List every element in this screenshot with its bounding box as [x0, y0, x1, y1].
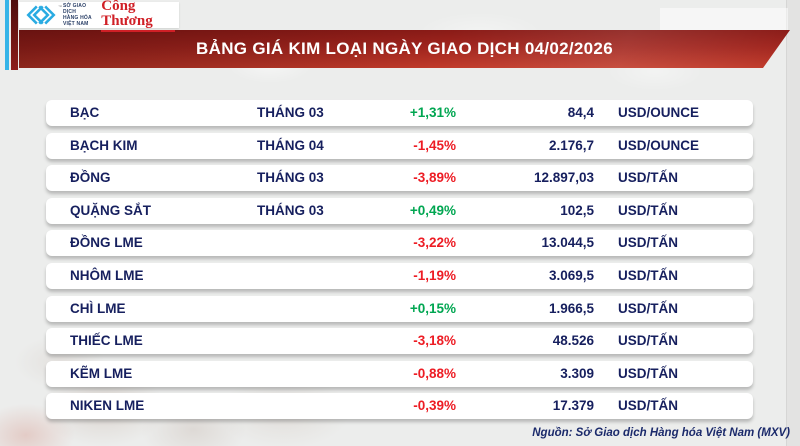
price-value: 48.526	[552, 333, 594, 349]
price-value: 17.379	[552, 398, 594, 414]
price-unit: USD/TẤN	[618, 202, 678, 218]
price-value: 2.176,7	[548, 137, 594, 153]
price-value: 12.897,03	[533, 170, 594, 186]
change-percent: +0,49%	[409, 202, 456, 218]
metal-name: KẼM LME	[70, 365, 133, 381]
mxv-logo-icon	[24, 4, 58, 26]
change-percent: -0,39%	[413, 398, 456, 414]
metal-name: BẠC	[70, 105, 100, 120]
table-row: KẼM LME -0,88% 3.309 USD/TẤN	[46, 360, 753, 387]
mxv-name-line1: SỞ GIAO DỊCH	[63, 2, 87, 15]
metal-name: CHÌ LME	[70, 300, 126, 316]
change-percent: +0,15%	[409, 300, 456, 316]
price-unit: USD/TẤN	[618, 235, 678, 251]
price-unit: USD/TẤN	[618, 267, 678, 283]
table-row: ĐỒNG THÁNG 03 -3,89% 12.897,03 USD/TẤN	[46, 165, 753, 192]
table-row: ĐỒNG LME -3,22% 13.044,5 USD/TẤN	[46, 230, 753, 257]
mxv-logo-text: SỞ GIAO DỊCH HÀNG HÓA VIỆT NAM	[63, 3, 94, 28]
metal-name: QUẶNG SẮT	[70, 202, 151, 218]
table-row: BẠC THÁNG 03 +1,31% 84,4 USD/OUNCE	[46, 100, 753, 126]
price-value: 13.044,5	[541, 235, 594, 251]
price-value: 3.069,5	[548, 267, 594, 283]
table-row: THIẾC LME -3,18% 48.526 USD/TẤN	[46, 328, 753, 355]
cong-thuong-tagline-bar	[101, 29, 175, 32]
price-unit: USD/OUNCE	[618, 137, 700, 153]
mxv-name-line2: HÀNG HÓA	[63, 15, 92, 21]
change-percent: -3,18%	[413, 333, 456, 349]
price-value: 102,5	[560, 202, 594, 218]
page-title: BẢNG GIÁ KIM LOẠI NGÀY GIAO DỊCH 04/02/2…	[196, 39, 613, 58]
contract-month: THÁNG 03	[257, 105, 324, 120]
metal-name: BẠCH KIM	[70, 137, 138, 153]
background-watermark-block	[660, 8, 788, 30]
contract-month: THÁNG 04	[257, 137, 324, 153]
left-cyan-stripe	[5, 0, 9, 70]
title-banner: BẢNG GIÁ KIM LOẠI NGÀY GIAO DỊCH 04/02/2…	[19, 30, 790, 68]
price-unit: USD/TẤN	[618, 300, 678, 316]
change-percent: -3,89%	[413, 170, 456, 186]
mxv-name-line3: VIỆT NAM	[63, 21, 89, 28]
price-unit: USD/OUNCE	[618, 105, 700, 120]
cong-thuong-logo: Công Thương	[101, 0, 175, 32]
change-percent: -1,45%	[413, 137, 456, 153]
change-percent: -3,22%	[413, 235, 456, 251]
source-note: Nguồn: Sở Giao dịch Hàng hóa Việt Nam (M…	[532, 427, 790, 439]
contract-month: THÁNG 03	[257, 170, 324, 186]
left-maroon-stripe	[11, 0, 18, 70]
metal-name: ĐỒNG	[70, 170, 111, 186]
price-unit: USD/TẤN	[618, 170, 678, 186]
table-row: NIKEN LME -0,39% 17.379 USD/TẤN	[46, 393, 753, 420]
change-percent: -0,88%	[413, 365, 456, 381]
cong-thuong-logo-text: Công Thương	[101, 0, 153, 29]
metal-name: NHÔM LME	[70, 267, 144, 283]
table-row: QUẶNG SẮT THÁNG 03 +0,49% 102,5 USD/TẤN	[46, 197, 753, 224]
price-table: BẠC THÁNG 03 +1,31% 84,4 USD/OUNCE BẠCH …	[46, 100, 753, 426]
metal-name: ĐỒNG LME	[70, 235, 143, 251]
contract-month: THÁNG 03	[257, 202, 324, 218]
metal-name: THIẾC LME	[70, 333, 143, 349]
price-unit: USD/TẤN	[618, 398, 678, 414]
logo-card: ™ SỞ GIAO DỊCH HÀNG HÓA VIỆT NAM Công Th…	[19, 0, 179, 32]
price-value: 84,4	[567, 105, 594, 120]
table-row: BẠCH KIM THÁNG 04 -1,45% 2.176,7 USD/OUN…	[46, 132, 753, 159]
price-unit: USD/TẤN	[618, 365, 678, 381]
price-value: 3.309	[560, 365, 594, 381]
change-percent: -1,19%	[413, 267, 456, 283]
price-unit: USD/TẤN	[618, 333, 678, 349]
change-percent: +1,31%	[409, 105, 456, 120]
metal-name: NIKEN LME	[70, 398, 145, 414]
table-row: NHÔM LME -1,19% 3.069,5 USD/TẤN	[46, 262, 753, 289]
price-value: 1.966,5	[548, 300, 594, 316]
background-photo-edge	[786, 0, 800, 446]
table-row: CHÌ LME +0,15% 1.966,5 USD/TẤN	[46, 295, 753, 322]
mxv-trademark: ™	[58, 4, 62, 9]
